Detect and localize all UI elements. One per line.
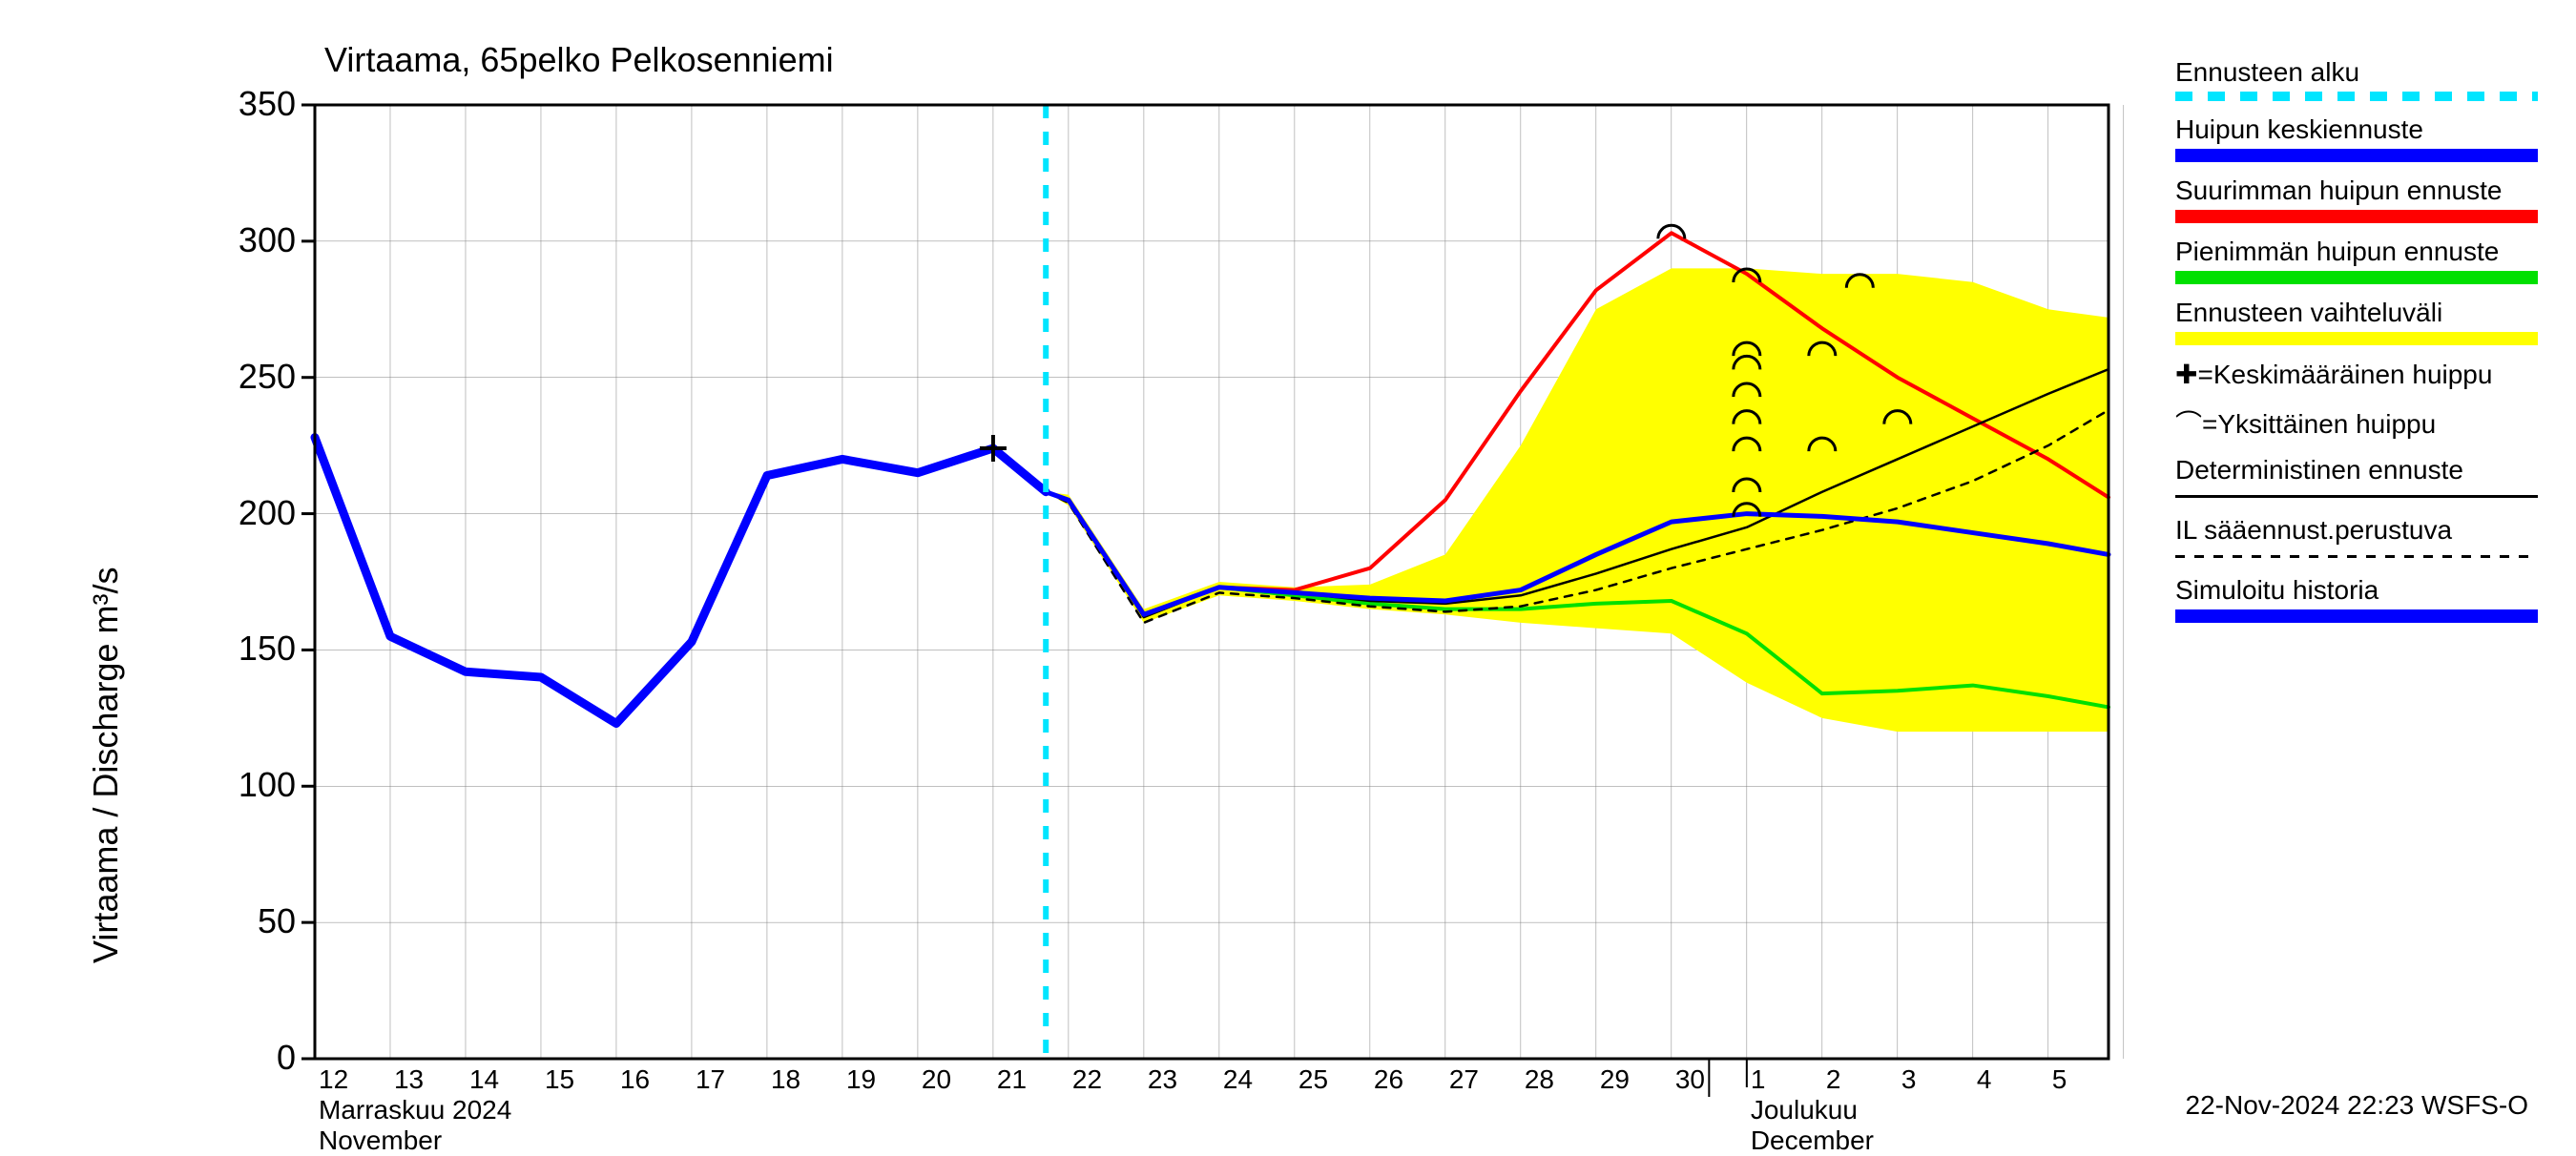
legend-label: =Yksittäinen huippu xyxy=(2202,409,2436,439)
legend-swatch xyxy=(2175,92,2538,101)
y-tick-label: 150 xyxy=(181,629,296,669)
legend-swatch xyxy=(2175,555,2538,558)
legend-swatch xyxy=(2175,271,2538,284)
y-tick-label: 200 xyxy=(181,493,296,533)
legend-swatch xyxy=(2175,210,2538,223)
legend-symbol: ⌒ xyxy=(2175,409,2202,439)
x-tick-label: 15 xyxy=(545,1064,574,1095)
y-tick-label: 50 xyxy=(181,901,296,941)
y-tick-label: 300 xyxy=(181,220,296,260)
legend-label: Deterministinen ennuste xyxy=(2175,455,2538,485)
x-tick-label: 25 xyxy=(1298,1064,1328,1095)
y-tick-label: 0 xyxy=(181,1038,296,1078)
x-tick-label: 24 xyxy=(1223,1064,1253,1095)
y-axis-label: Virtaama / Discharge m³/s xyxy=(86,568,126,963)
chart-viewport: Virtaama, 65pelko Pelkosenniemi Virtaama… xyxy=(0,0,2576,1145)
chart-title: Virtaama, 65pelko Pelkosenniemi xyxy=(324,40,834,80)
legend-swatch xyxy=(2175,332,2538,345)
legend-item: ⌒=Yksittäinen huippu xyxy=(2175,403,2538,442)
x-tick-label: 16 xyxy=(620,1064,650,1095)
x-tick-label: 18 xyxy=(771,1064,800,1095)
x-tick-label: 26 xyxy=(1374,1064,1403,1095)
legend: Ennusteen alku Huipun keskiennuste Suurimm… xyxy=(2175,57,2538,636)
x-tick-label: 28 xyxy=(1525,1064,1554,1095)
legend-item: Simuloitu historia xyxy=(2175,575,2538,623)
footer-timestamp: 22-Nov-2024 22:23 WSFS-O xyxy=(2186,1090,2529,1121)
x-tick-label: 27 xyxy=(1449,1064,1479,1095)
x-month-label-fi: Joulukuu xyxy=(1751,1095,1858,1125)
legend-label: Pienimmän huipun ennuste xyxy=(2175,237,2538,267)
x-month-label-en: December xyxy=(1751,1125,1874,1156)
x-tick-label: 5 xyxy=(2052,1064,2067,1095)
x-tick-label: 21 xyxy=(997,1064,1027,1095)
legend-item: Pienimmän huipun ennuste xyxy=(2175,237,2538,284)
x-tick-label: 4 xyxy=(1977,1064,1992,1095)
x-tick-label: 17 xyxy=(696,1064,725,1095)
y-tick-label: 100 xyxy=(181,765,296,805)
x-tick-label: 29 xyxy=(1600,1064,1630,1095)
x-tick-label: 2 xyxy=(1826,1064,1841,1095)
legend-item: Ennusteen vaihteluväli xyxy=(2175,298,2538,345)
legend-item: Suurimman huipun ennuste xyxy=(2175,175,2538,223)
x-tick-label: 1 xyxy=(1751,1064,1766,1095)
legend-item: Huipun keskiennuste xyxy=(2175,114,2538,162)
x-month-label-en: November xyxy=(319,1125,442,1156)
x-tick-label: 3 xyxy=(1901,1064,1917,1095)
legend-swatch xyxy=(2175,149,2538,162)
legend-swatch xyxy=(2175,609,2538,623)
x-tick-label: 23 xyxy=(1148,1064,1177,1095)
y-tick-label: 350 xyxy=(181,84,296,124)
y-tick-label: 250 xyxy=(181,357,296,397)
legend-label: Ennusteen vaihteluväli xyxy=(2175,298,2538,328)
legend-label: Simuloitu historia xyxy=(2175,575,2538,606)
x-tick-label: 14 xyxy=(469,1064,499,1095)
x-tick-label: 20 xyxy=(922,1064,951,1095)
legend-swatch xyxy=(2175,495,2538,498)
x-tick-label: 12 xyxy=(319,1064,348,1095)
legend-symbol: ✚ xyxy=(2175,360,2197,389)
legend-label: Huipun keskiennuste xyxy=(2175,114,2538,145)
legend-item: Deterministinen ennuste xyxy=(2175,455,2538,498)
x-tick-label: 30 xyxy=(1675,1064,1705,1095)
legend-item: IL sääennust.perustuva xyxy=(2175,515,2538,558)
x-tick-label: 13 xyxy=(394,1064,424,1095)
legend-item: ✚=Keskimääräinen huippu xyxy=(2175,359,2538,390)
legend-label: Suurimman huipun ennuste xyxy=(2175,175,2538,206)
x-month-label-fi: Marraskuu 2024 xyxy=(319,1095,511,1125)
x-tick-label: 22 xyxy=(1072,1064,1102,1095)
legend-label: IL sääennust.perustuva xyxy=(2175,515,2538,546)
x-tick-label: 19 xyxy=(846,1064,876,1095)
legend-label: =Keskimääräinen huippu xyxy=(2197,360,2492,389)
legend-label: Ennusteen alku xyxy=(2175,57,2538,88)
legend-item: Ennusteen alku xyxy=(2175,57,2538,101)
